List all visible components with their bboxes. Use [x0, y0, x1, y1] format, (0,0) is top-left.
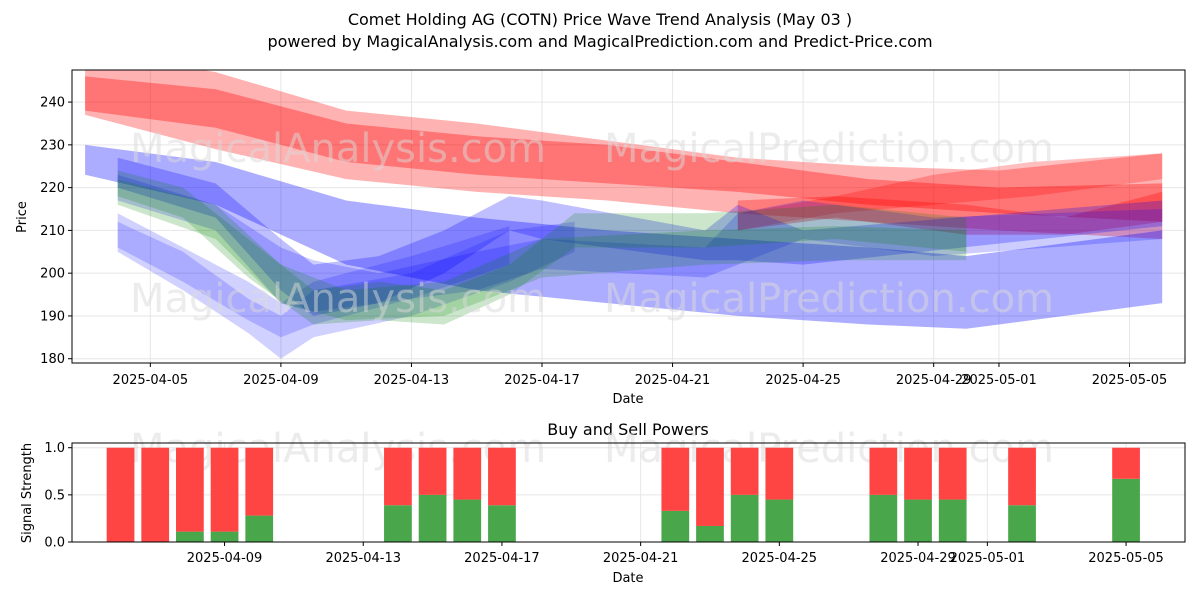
price-x-tick-label: 2025-05-05 — [1092, 373, 1168, 388]
sell-bar — [418, 447, 447, 495]
wave-band-blue — [117, 213, 510, 338]
price-y-tick-label: 180 — [40, 352, 65, 367]
wave-band-blue — [117, 157, 1163, 316]
buy-sell-plot: Buy and Sell Powers MagicalAnalysis.com … — [20, 420, 1186, 586]
price-y-tick-label: 200 — [40, 267, 65, 282]
wave-band-red — [85, 76, 1163, 222]
wave-band-green — [117, 170, 967, 325]
wave-band-red — [737, 191, 1163, 235]
chart-title-line1: Comet Holding AG (COTN) Price Wave Trend… — [348, 10, 852, 29]
wave-band-green — [117, 179, 967, 321]
price-y-tick-label: 230 — [40, 138, 65, 153]
chart-title-line2: powered by MagicalAnalysis.com and Magic… — [267, 32, 932, 51]
wave-band-blue — [85, 144, 1163, 329]
price-y-tick-label: 220 — [40, 181, 65, 196]
sell-bar — [176, 447, 204, 532]
price-x-ticks: 2025-04-05 2025-04-09 2025-04-13 2025-04-17… — [113, 363, 1168, 388]
signal-x-tick-label: 2025-04-13 — [325, 551, 401, 566]
buy-bar — [210, 531, 239, 542]
signal-x-axis-label: Date — [612, 571, 643, 586]
sell-bar — [488, 447, 516, 506]
sell-bar — [384, 447, 412, 506]
sell-bar — [106, 447, 135, 542]
sell-bar — [210, 447, 239, 532]
signal-x-tick-label: 2025-05-05 — [1088, 551, 1164, 566]
signal-x-tick-label: 2025-04-17 — [464, 551, 540, 566]
wave-band-blue — [117, 221, 575, 359]
price-plot-frame — [71, 69, 1186, 364]
sell-bar — [765, 447, 794, 500]
price-y-tick-label: 210 — [40, 224, 65, 239]
signal-plot-frame — [71, 442, 1186, 543]
signal-x-tick-label: 2025-04-21 — [603, 551, 679, 566]
price-x-tick-label: 2025-04-17 — [504, 373, 580, 388]
wave-band-red — [85, 70, 1163, 239]
buy-bar — [1008, 505, 1036, 542]
signal-x-tick-label: 2025-05-01 — [950, 551, 1026, 566]
price-y-tick-label: 240 — [40, 96, 65, 111]
buy-bar — [384, 505, 412, 542]
sell-bar — [730, 447, 759, 495]
buy-bar — [488, 505, 516, 542]
signal-x-tick-label: 2025-04-25 — [742, 551, 818, 566]
wave-band-red — [737, 153, 1163, 231]
buy-sell-title: Buy and Sell Powers — [547, 420, 709, 439]
watermark-analysis-1: MagicalAnalysis.com — [130, 126, 546, 172]
price-x-tick-label: 2025-04-29 — [896, 373, 972, 388]
price-x-tick-label: 2025-04-05 — [113, 373, 189, 388]
signal-y-axis-label: Signal Strength — [20, 443, 35, 543]
buy-bar — [453, 499, 482, 542]
buy-bar — [904, 499, 932, 542]
signal-x-tick-label: 2025-04-09 — [187, 551, 263, 566]
price-x-tick-label: 2025-04-25 — [765, 373, 841, 388]
price-x-tick-label: 2025-04-13 — [374, 373, 450, 388]
signal-y-tick-label: 1.0 — [44, 441, 65, 456]
sell-bar — [141, 447, 170, 542]
signal-y-tick-label: 0.5 — [44, 488, 65, 503]
sell-bar — [696, 447, 724, 526]
buy-bar — [176, 531, 204, 542]
signal-x-tick-label: 2025-04-29 — [880, 551, 956, 566]
signal-y-tick-label: 0.0 — [44, 536, 65, 551]
buy-bar — [661, 510, 690, 542]
wave-band-blue — [117, 174, 1163, 312]
buy-bar — [730, 494, 759, 542]
buy-bar — [1112, 478, 1140, 542]
price-y-axis-label: Price — [15, 201, 30, 233]
price-y-ticks: 180 190 200 210 220 230 240 — [40, 96, 72, 367]
price-bands — [85, 70, 1163, 359]
sell-bar — [869, 447, 898, 495]
watermark-prediction-2: MagicalPrediction.com — [604, 276, 1054, 322]
sell-bar — [1112, 447, 1140, 479]
sell-bar — [938, 447, 967, 500]
price-x-axis-label: Date — [612, 392, 643, 407]
buy-bar — [418, 494, 447, 542]
watermark-analysis-2: MagicalAnalysis.com — [130, 276, 546, 322]
signal-x-ticks: 2025-04-09 2025-04-13 2025-04-17 2025-04-21… — [187, 542, 1164, 566]
buy-bar — [938, 499, 967, 542]
buy-bar — [245, 515, 274, 542]
sell-bar — [904, 447, 932, 500]
sell-bar — [1008, 447, 1036, 506]
sell-bar — [245, 447, 274, 516]
sell-bar — [453, 447, 482, 500]
signal-y-ticks: 0.0 0.5 1.0 — [44, 441, 72, 551]
price-x-tick-label: 2025-05-01 — [961, 373, 1037, 388]
price-x-tick-label: 2025-04-21 — [635, 373, 711, 388]
price-x-tick-label: 2025-04-09 — [243, 373, 319, 388]
buy-bar — [696, 525, 724, 542]
price-wave-plot: MagicalAnalysis.com MagicalPrediction.co… — [15, 69, 1186, 407]
sell-bar — [661, 447, 690, 511]
signal-bars — [106, 447, 1140, 542]
price-y-tick-label: 190 — [40, 309, 65, 324]
buy-bar — [765, 499, 794, 542]
price-grid — [72, 70, 1185, 363]
buy-bar — [869, 494, 898, 542]
watermark-prediction-1: MagicalPrediction.com — [604, 126, 1054, 172]
